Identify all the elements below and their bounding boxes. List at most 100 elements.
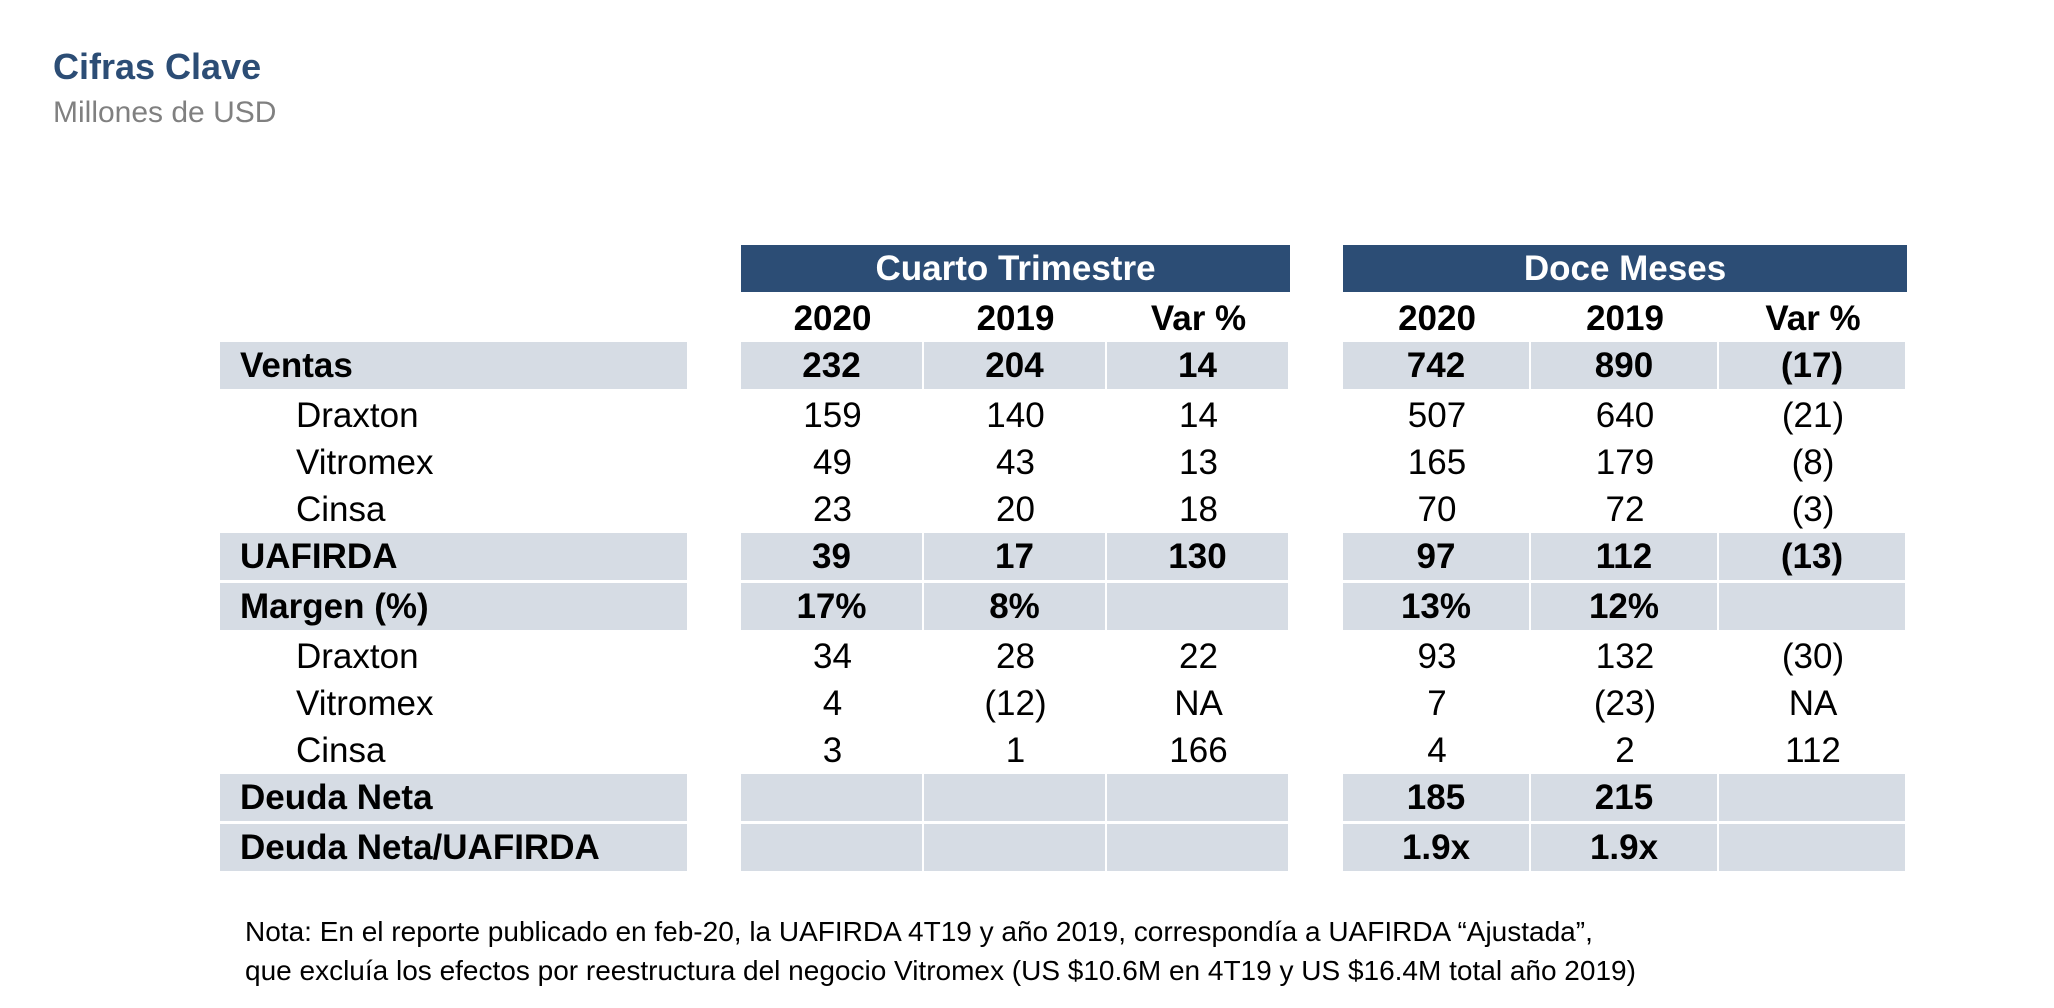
table-cell: 166 [1169,730,1228,770]
table-cell: 185 [1343,774,1531,824]
footnote: Nota: En el reporte publicado en feb-20,… [245,912,1636,990]
spacer [1290,439,1343,486]
table-row: Vitromex 4 (12) NA 7 (23) NA [220,680,1907,727]
column-header: 2019 [976,298,1055,338]
row-label: Deuda Neta [220,774,689,824]
table-cell: (23) [1593,683,1657,723]
table-cell: 13% [1343,583,1531,633]
table-cell: 17 [924,533,1107,583]
spacer [1290,727,1343,774]
page-subtitle: Millones de USD [53,96,277,129]
spacer [1290,533,1343,583]
table-cell: 28 [996,636,1035,676]
spacer [689,824,741,874]
footnote-line: Nota: En el reporte publicado en feb-20,… [245,916,1593,947]
table-cell: 13 [1179,442,1218,482]
spacer [689,342,741,392]
table-cell: 7 [1427,683,1447,723]
table-cell: 140 [986,395,1045,435]
row-label: Margen (%) [220,583,689,633]
table-cell: 93 [1417,636,1457,676]
spacer [1290,342,1343,392]
table-cell: (12) [984,683,1047,723]
spacer [1290,774,1343,824]
row-label: Cinsa [296,489,386,529]
table-cell: 20 [996,489,1035,529]
table-cell [1719,824,1907,874]
table-cell: 23 [813,489,852,529]
row-label: Draxton [296,395,419,435]
table-cell: 1.9x [1531,824,1719,874]
column-header: 2020 [1398,298,1476,338]
table-cell: 8% [924,583,1107,633]
row-label: UAFIRDA [220,533,689,583]
spacer [689,774,741,824]
spacer [1290,680,1343,727]
table-cell: 14 [1107,342,1290,392]
table-cell [1107,824,1290,874]
spacer [689,392,741,439]
table-cell: 49 [813,442,852,482]
table-row: Cinsa 3 1 166 4 2 112 [220,727,1907,774]
table-cell: 1.9x [1343,824,1531,874]
table-cell: 39 [741,533,924,583]
table-cell: 1 [1005,730,1026,770]
table-cell: (13) [1719,533,1907,583]
group-header-cuarto-trimestre: Cuarto Trimestre [741,245,1290,295]
row-label: Draxton [296,636,419,676]
table-cell [1107,583,1290,633]
table-cell [1719,774,1907,824]
row-label: Vitromex [296,683,434,723]
row-label: Cinsa [296,730,386,770]
spacer [689,633,741,680]
table-row: UAFIRDA 39 17 130 97 112 (13) [220,533,1907,583]
table-cell: 215 [1531,774,1719,824]
row-label: Deuda Neta/UAFIRDA [220,824,689,874]
table-row: Draxton 34 28 22 93 132 (30) [220,633,1907,680]
spacer [689,486,741,533]
footnote-line: que excluía los efectos por reestructura… [245,955,1636,986]
spacer [689,533,741,583]
table-cell: 204 [924,342,1107,392]
spacer [1290,824,1343,874]
spacer [689,727,741,774]
table-cell: NA [1174,683,1223,723]
table-row: Cinsa 23 20 18 70 72 (3) [220,486,1907,533]
table-row: Vitromex 49 43 13 165 179 (8) [220,439,1907,486]
table-cell [741,824,924,874]
table-cell: 742 [1343,342,1531,392]
table-cell: 12% [1531,583,1719,633]
table-cell: 3 [822,730,843,770]
table-cell [1719,583,1907,633]
table-row: Ventas 232 204 14 742 890 (17) [220,342,1907,392]
table-cell: 70 [1417,489,1457,529]
table-cell: 112 [1785,730,1841,770]
table-cell: 97 [1343,533,1531,583]
spacer [1290,486,1343,533]
table-cell: 179 [1595,442,1655,482]
page-title: Cifras Clave [53,46,262,87]
group-header-doce-meses: Doce Meses [1343,245,1907,295]
table-cell: 43 [996,442,1035,482]
table-cell: (8) [1791,442,1835,482]
table-cell: 17% [741,583,924,633]
table-cell: (17) [1719,342,1907,392]
table-cell: (3) [1791,489,1835,529]
table-row: Margen (%) 17% 8% 13% 12% [220,583,1907,633]
row-label: Ventas [220,342,689,392]
group-header-row: Cuarto Trimestre Doce Meses [220,245,1907,295]
spacer [1290,633,1343,680]
table-cell: 22 [1179,636,1218,676]
table-cell: 232 [741,342,924,392]
table-cell: 890 [1531,342,1719,392]
table-row: Deuda Neta 185 215 [220,774,1907,824]
spacer [689,680,741,727]
column-header: 2019 [1586,298,1664,338]
table-row: Deuda Neta/UAFIRDA 1.9x 1.9x [220,824,1907,874]
table-row: Draxton 159 140 14 507 640 (21) [220,392,1907,439]
table-cell: NA [1788,683,1838,723]
table-cell: 640 [1595,395,1655,435]
table-cell [924,774,1107,824]
table-cell: (30) [1781,636,1845,676]
table-cell: 159 [803,395,862,435]
